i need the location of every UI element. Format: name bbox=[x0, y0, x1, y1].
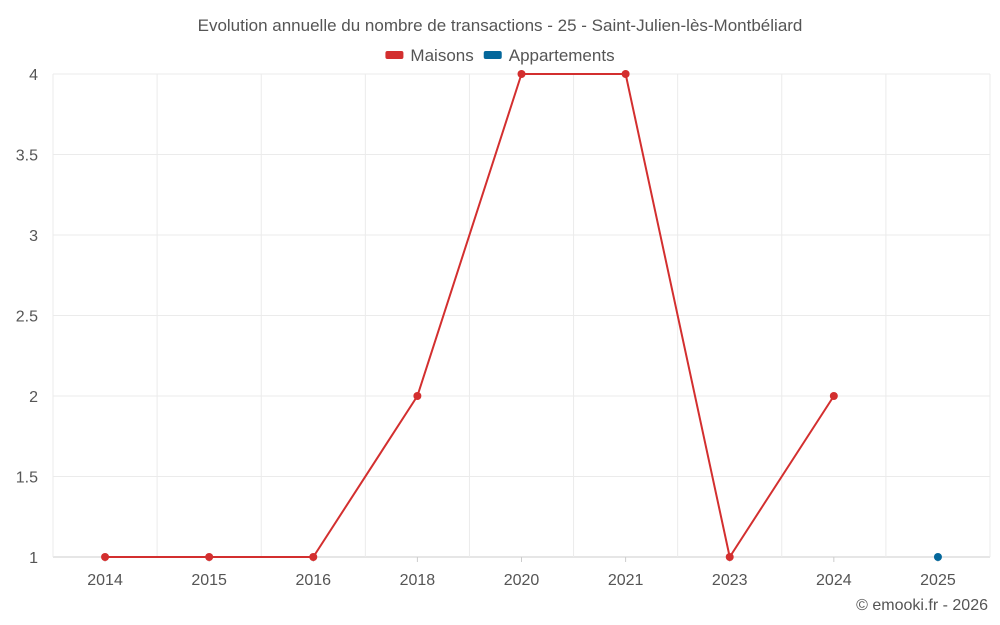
legend: Maisons Appartements bbox=[385, 46, 615, 65]
series-maisons bbox=[101, 70, 838, 561]
x-tick-label: 2025 bbox=[920, 572, 956, 589]
data-point bbox=[517, 70, 526, 78]
x-axis: 2014 2015 2016 2018 2020 2021 2023 2024 2025 bbox=[87, 557, 956, 589]
legend-swatch bbox=[385, 51, 404, 59]
y-axis: 1 1.5 2 2.5 3 3.5 4 bbox=[16, 67, 38, 567]
x-tick-label: 2021 bbox=[608, 572, 644, 589]
data-point bbox=[101, 553, 110, 561]
y-tick-label: 3.5 bbox=[16, 148, 38, 165]
y-tick-label: 2 bbox=[29, 389, 38, 406]
x-tick-label: 2023 bbox=[712, 572, 748, 589]
x-tick-label: 2020 bbox=[504, 572, 540, 589]
x-tick-label: 2018 bbox=[400, 572, 436, 589]
grid bbox=[52, 73, 991, 558]
legend-label: Appartements bbox=[509, 46, 615, 65]
x-tick-label: 2024 bbox=[816, 572, 852, 589]
data-point bbox=[413, 392, 422, 400]
x-tick-label: 2015 bbox=[191, 572, 227, 589]
y-tick-label: 1 bbox=[29, 550, 38, 567]
data-point bbox=[829, 392, 838, 400]
data-point bbox=[309, 553, 318, 561]
legend-label: Maisons bbox=[410, 46, 473, 65]
series-layer bbox=[101, 70, 942, 561]
y-tick-label: 3 bbox=[29, 228, 38, 245]
data-point bbox=[621, 70, 630, 78]
x-tick-label: 2014 bbox=[87, 572, 123, 589]
data-point bbox=[205, 553, 214, 561]
data-point bbox=[933, 553, 942, 561]
legend-swatch bbox=[483, 51, 502, 59]
data-point bbox=[725, 553, 734, 561]
x-tick-label: 2016 bbox=[295, 572, 331, 589]
chart-title: Evolution annuelle du nombre de transact… bbox=[198, 16, 803, 35]
y-tick-label: 4 bbox=[29, 67, 38, 84]
y-tick-label: 2.5 bbox=[16, 309, 38, 326]
series-appartements bbox=[933, 553, 942, 561]
series-line bbox=[105, 73, 835, 558]
y-tick-label: 1.5 bbox=[16, 470, 38, 487]
footer-credit: © emooki.fr - 2026 bbox=[856, 597, 988, 614]
